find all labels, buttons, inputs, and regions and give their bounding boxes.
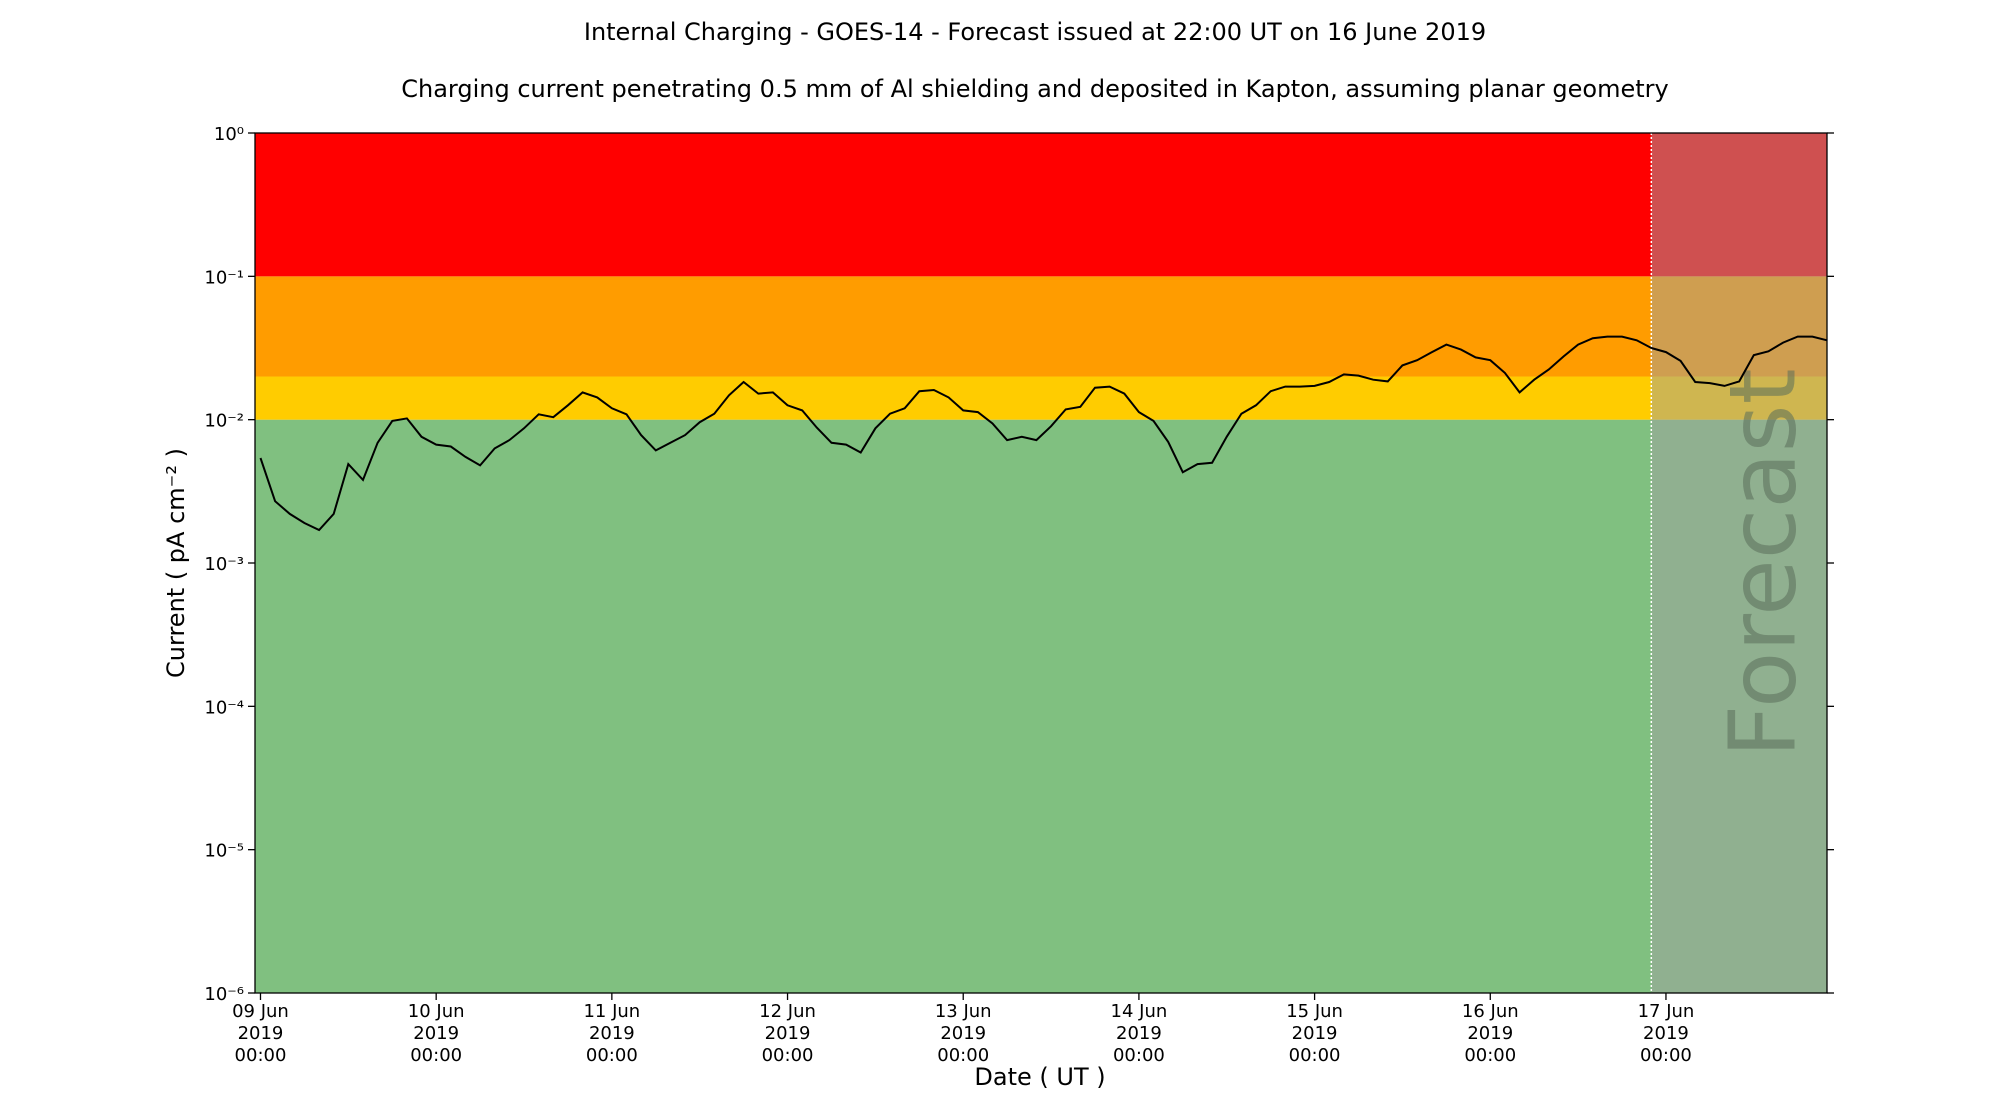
x-tick-label: 00:00 xyxy=(1464,1045,1516,1066)
chart-subtitle: Charging current penetrating 0.5 mm of A… xyxy=(401,75,1669,103)
x-tick-label: 2019 xyxy=(1467,1023,1513,1044)
x-tick-label: 00:00 xyxy=(1640,1045,1692,1066)
data-line xyxy=(259,335,1828,532)
x-tick-label: 15 Jun xyxy=(1286,1001,1343,1022)
x-tick-label: 00:00 xyxy=(937,1045,989,1066)
x-tick-label: 2019 xyxy=(238,1023,284,1044)
x-tick-label: 2019 xyxy=(589,1023,635,1044)
x-tick-label: 13 Jun xyxy=(935,1001,992,1022)
y-tick-label: 10⁻³ xyxy=(204,554,244,575)
x-tick-label: 00:00 xyxy=(762,1045,814,1066)
x-tick-label: 12 Jun xyxy=(759,1001,816,1022)
x-tick-label: 14 Jun xyxy=(1111,1001,1168,1022)
x-tick-label: 2019 xyxy=(1643,1023,1689,1044)
risk-band xyxy=(255,376,1827,420)
x-tick-label: 2019 xyxy=(765,1023,811,1044)
y-tick-label: 10⁻⁴ xyxy=(204,697,244,718)
x-tick-label: 00:00 xyxy=(586,1045,638,1066)
y-tick-label: 10⁻² xyxy=(204,411,244,432)
x-tick-label: 2019 xyxy=(413,1023,459,1044)
x-tick-label: 10 Jun xyxy=(408,1001,465,1022)
x-tick-label: 00:00 xyxy=(410,1045,462,1066)
x-tick-label: 17 Jun xyxy=(1638,1001,1695,1022)
x-tick-label: 16 Jun xyxy=(1462,1001,1519,1022)
risk-band xyxy=(255,133,1827,277)
y-tick-label: 10⁻⁵ xyxy=(204,841,244,862)
x-tick-label: 00:00 xyxy=(1289,1045,1341,1066)
y-tick-label: 10⁻¹ xyxy=(204,267,244,288)
y-axis-label: Current ( pA cm⁻² ) xyxy=(162,448,190,678)
x-tick-label: 09 Jun xyxy=(232,1001,289,1022)
x-tick-label: 2019 xyxy=(940,1023,986,1044)
x-tick-label: 00:00 xyxy=(235,1045,287,1066)
x-tick-label: 00:00 xyxy=(1113,1045,1165,1066)
x-tick-label: 2019 xyxy=(1116,1023,1162,1044)
forecast-label: Forecast xyxy=(1710,368,1817,757)
risk-band xyxy=(255,419,1827,994)
x-tick-label: 2019 xyxy=(1292,1023,1338,1044)
chart-title: Internal Charging - GOES-14 - Forecast i… xyxy=(584,18,1486,46)
risk-band xyxy=(255,276,1827,377)
y-tick-label: 10⁰ xyxy=(214,124,244,145)
x-tick-label: 11 Jun xyxy=(583,1001,640,1022)
forecast-region xyxy=(1651,133,1827,993)
x-axis-label: Date ( UT ) xyxy=(974,1063,1105,1091)
y-tick-label: 10⁻⁶ xyxy=(204,984,244,1005)
